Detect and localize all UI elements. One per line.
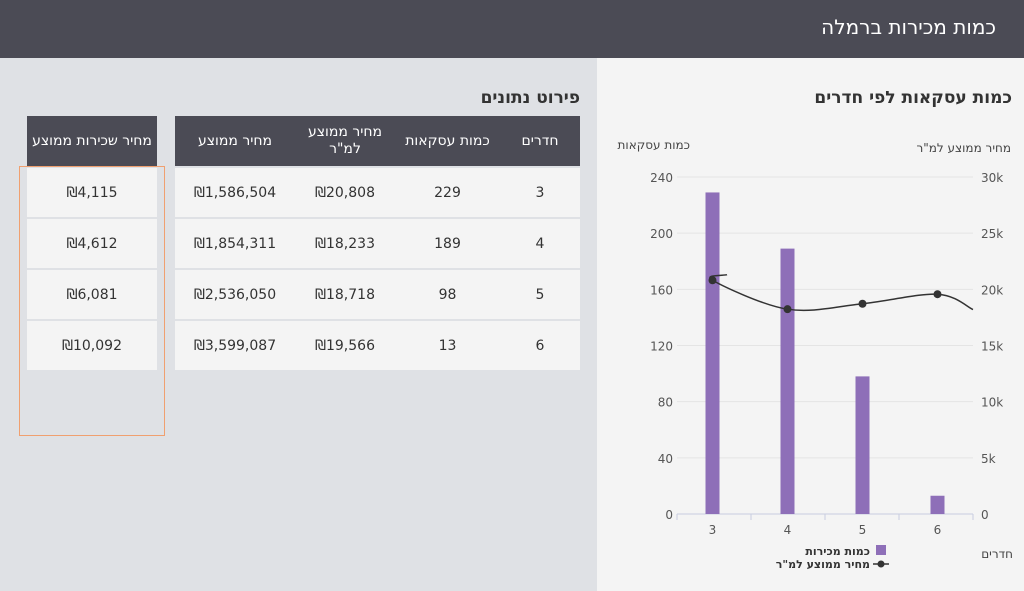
y-tick-right: 15k — [981, 340, 1003, 354]
table-row: ₪10,092 — [27, 321, 157, 370]
details-panel: פירוט נתונים חדרים כמות עסקאות מחיר ממוצ… — [0, 58, 597, 591]
cell-rooms: 6 — [500, 321, 580, 370]
page-title: כמות מכירות ברמלה — [821, 15, 996, 39]
y-tick-left: 0 — [665, 508, 673, 522]
legend-bar-swatch — [876, 545, 886, 555]
legend-bar-label: כמות מכירות — [805, 545, 870, 558]
col-deals: כמות עסקאות — [395, 116, 500, 166]
cell-avg-price: ₪1,586,504 — [175, 168, 295, 217]
y-axis-right-label: מחיר ממוצע למ"ר — [916, 141, 1011, 155]
col-avg-price: מחיר ממוצע — [175, 116, 295, 166]
col-rent: מחיר שכירות ממוצע — [27, 116, 157, 166]
table-row: 3 229 ₪20,808 ₪1,586,504 — [175, 168, 580, 217]
header: כמות מכירות ברמלה — [0, 0, 1024, 58]
cell-price-sqm: ₪20,808 — [295, 168, 395, 217]
cell-rent: ₪6,081 — [27, 270, 157, 319]
cell-rent: ₪10,092 — [27, 321, 157, 370]
cell-avg-price: ₪3,599,087 — [175, 321, 295, 370]
line-point — [783, 305, 792, 314]
col-rooms: חדרים — [500, 116, 580, 166]
line-point — [708, 276, 717, 285]
cell-deals: 229 — [395, 168, 500, 217]
details-table: חדרים כמות עסקאות מחיר ממוצע למ"ר מחיר מ… — [175, 114, 580, 372]
line-series — [709, 273, 974, 312]
cell-avg-price: ₪1,854,311 — [175, 219, 295, 268]
y-tick-right: 25k — [981, 227, 1003, 241]
bar — [780, 248, 795, 515]
y-tick-right: 30k — [981, 171, 1003, 185]
table-row: 5 98 ₪18,718 ₪2,536,050 — [175, 270, 580, 319]
x-tick-label: 3 — [709, 523, 717, 537]
table-row: ₪4,612 — [27, 219, 157, 268]
y-tick-right: 20k — [981, 283, 1003, 297]
bar — [705, 192, 720, 514]
x-tick-label: 5 — [859, 523, 867, 537]
cell-price-sqm: ₪18,233 — [295, 219, 395, 268]
y-axis-left-label: כמות עסקאות — [618, 138, 690, 152]
table-row: ₪6,081 — [27, 270, 157, 319]
cell-rent: ₪4,115 — [27, 168, 157, 217]
y-tick-left: 40 — [658, 452, 673, 466]
x-tick-label: 6 — [934, 523, 942, 537]
cell-price-sqm: ₪18,718 — [295, 270, 395, 319]
line-point — [933, 290, 942, 299]
col-price-sqm: מחיר ממוצע למ"ר — [295, 116, 395, 166]
bar — [930, 495, 945, 514]
cell-rent: ₪4,612 — [27, 219, 157, 268]
details-title: פירוט נתונים — [480, 88, 580, 108]
cell-price-sqm: ₪19,566 — [295, 321, 395, 370]
y-tick-left: 160 — [650, 283, 673, 297]
y-tick-right: 0 — [981, 508, 989, 522]
y-tick-left: 80 — [658, 396, 673, 410]
bar — [855, 376, 870, 514]
cell-deals: 98 — [395, 270, 500, 319]
x-axis-label: חדרים — [981, 547, 1013, 561]
legend-line-marker — [877, 560, 885, 568]
cell-avg-price: ₪2,536,050 — [175, 270, 295, 319]
y-tick-left: 120 — [650, 340, 673, 354]
legend-line-label: מחיר ממוצע למ"ר — [776, 558, 870, 571]
chart-panel: כמות עסקאות לפי חדרים — [597, 58, 1024, 591]
y-tick-left: 200 — [650, 227, 673, 241]
y-tick-right: 10k — [981, 396, 1003, 410]
table-row: 4 189 ₪18,233 ₪1,854,311 — [175, 219, 580, 268]
cell-deals: 189 — [395, 219, 500, 268]
chart-title: כמות עסקאות לפי חדרים — [814, 88, 1012, 108]
x-tick-label: 4 — [784, 523, 792, 537]
cell-rooms: 4 — [500, 219, 580, 268]
rent-table: מחיר שכירות ממוצע ₪4,115 ₪4,612 ₪6,081 ₪10,… — [27, 114, 157, 372]
y-tick-right: 5k — [981, 452, 996, 466]
cell-deals: 13 — [395, 321, 500, 370]
cell-rooms: 5 — [500, 270, 580, 319]
rent-highlight — [19, 166, 165, 436]
table-row: ₪4,115 — [27, 168, 157, 217]
line-point — [858, 299, 867, 308]
y-tick-left: 240 — [650, 171, 673, 185]
cell-rooms: 3 — [500, 168, 580, 217]
table-row: 6 13 ₪19,566 ₪3,599,087 — [175, 321, 580, 370]
